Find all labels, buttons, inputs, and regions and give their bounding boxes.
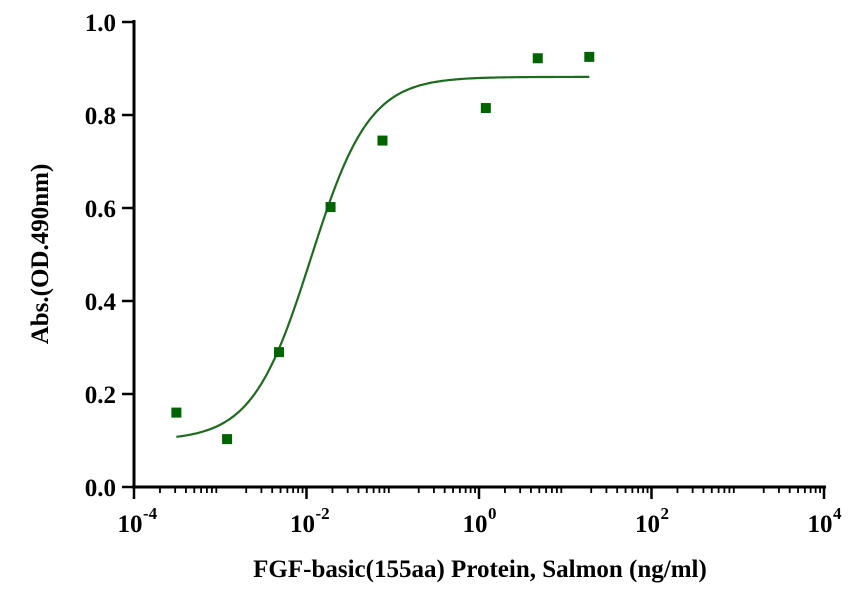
x-tick-label: 10 [635,511,660,538]
data-point [377,135,388,146]
data-point [532,53,543,64]
data-point [274,347,285,358]
x-tick-label: 10 [463,511,488,538]
axes [132,20,826,489]
data-point [171,407,182,418]
y-tick-label: 1.0 [85,10,116,37]
x-tick-exponent: 2 [661,504,670,523]
fit-curve [176,75,590,438]
x-major-ticks: 10 -4 10 -2 10 0 10 2 10 4 [118,487,842,538]
y-major-ticks: 0.0 0.2 0.4 0.6 0.8 1.0 [85,10,134,502]
data-point [584,51,595,62]
data-point [222,434,233,445]
y-axis-title: Abs.(OD.490nm) [27,164,54,345]
x-tick-label: 10 [808,511,833,538]
y-tick-label: 0.8 [85,103,116,130]
y-tick-label: 0.6 [85,196,116,223]
x-tick-exponent: 0 [488,504,497,523]
x-tick-label: 10 [290,511,315,538]
y-tick-label: 0.4 [85,289,117,316]
x-tick-exponent: -2 [316,504,330,523]
x-axis-title: FGF-basic(155aa) Protein, Salmon (ng/ml) [253,556,707,583]
data-points-layer [171,51,595,445]
fit-curve-layer [176,75,590,438]
x-minor-ticks [159,487,821,493]
x-tick-exponent: -4 [143,504,158,523]
x-tick-exponent: 4 [833,504,842,523]
y-tick-label: 0.2 [85,382,116,409]
data-point [480,103,491,114]
y-tick-label: 0.0 [85,475,116,502]
x-tick-label: 10 [118,511,143,538]
data-point [325,202,336,213]
